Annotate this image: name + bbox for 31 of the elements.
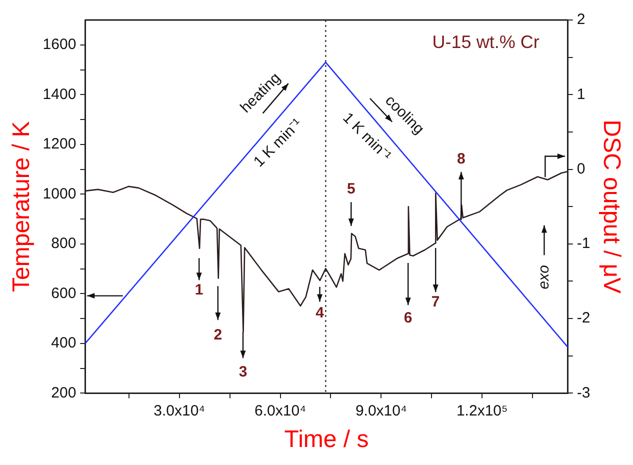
y2-tick-label: -2 [576, 310, 590, 327]
y-axis-title: Temperature / K [8, 121, 36, 292]
x-tick-label: 1.2x10⁵ [456, 402, 508, 420]
y-tick-label: 200 [51, 384, 76, 402]
annotation: 4 [316, 304, 325, 322]
y2-tick-label: 1 [576, 86, 586, 103]
y2-tick-label: 2 [576, 11, 586, 28]
y-tick-label: 1400 [42, 86, 76, 103]
y-tick-label: 600 [51, 284, 76, 302]
y-tick-label: 1200 [42, 136, 76, 153]
y2-tick-label: -3 [576, 384, 590, 402]
annotation: 7 [431, 293, 440, 310]
annotation: 3 [238, 363, 248, 380]
y-tick-label: 400 [51, 334, 76, 352]
x-tick-label: 6.0x10⁴ [254, 402, 306, 420]
annotation: 2 [214, 326, 222, 344]
x-tick-label: 3.0x10⁴ [154, 402, 206, 420]
annotation: 6 [404, 309, 412, 326]
y-tick-label: 1000 [42, 185, 76, 202]
annotation: 5 [346, 180, 356, 198]
y2-axis-title: DSC output / μV [598, 120, 625, 294]
y2-tick-label: -1 [576, 235, 590, 252]
annotation: U-15 wt.% Cr [432, 32, 540, 52]
y-tick-label: 800 [51, 235, 76, 252]
y-tick-label: 1600 [42, 36, 76, 54]
x-tick-label: 9.0x10⁴ [355, 402, 407, 420]
x-axis-title: Time / s [284, 426, 369, 454]
annotation: 8 [457, 150, 466, 168]
annotation: 1 [194, 281, 204, 298]
y2-tick-label: 0 [576, 160, 586, 178]
annotation: exo [535, 265, 552, 290]
